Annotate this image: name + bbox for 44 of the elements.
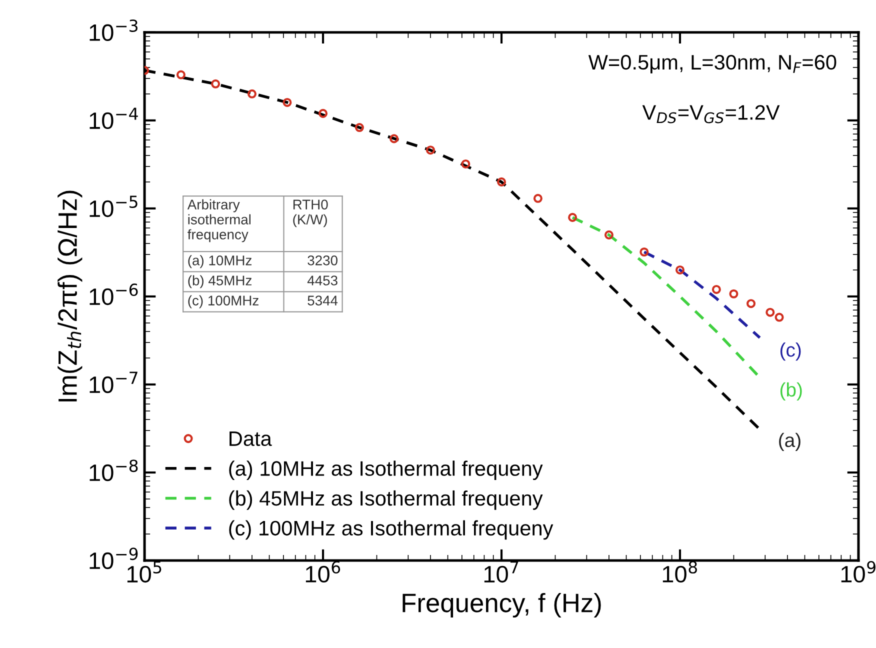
legend-label: Data bbox=[230, 432, 272, 446]
point bbox=[604, 230, 614, 240]
point bbox=[282, 98, 292, 107]
point bbox=[712, 284, 721, 294]
legend-label: (a) 10MHz as Isothermal frequeny bbox=[229, 460, 543, 480]
annotation: (a) bbox=[779, 432, 800, 451]
y-tick-label: 10$^{−6}$ bbox=[90, 284, 138, 306]
y-tick-label: 10$^{−7}$ bbox=[90, 372, 138, 394]
annotation: (b) bbox=[780, 382, 802, 400]
point bbox=[675, 265, 685, 274]
annotation: Arbitrary isothermal frequency bbox=[187, 199, 251, 242]
y-tick-label: 10$^{−8}$ bbox=[90, 460, 138, 482]
annotation: RTH0 (K/W) bbox=[293, 200, 328, 228]
x-tick-label: 10$^{9}$ bbox=[841, 561, 876, 583]
point bbox=[496, 177, 506, 186]
annotation: V$_{DS}$=V$_{GS}$=1.2V bbox=[642, 105, 780, 124]
annotation: (b) 45MHz bbox=[188, 275, 252, 288]
annotation: 5344 bbox=[308, 296, 338, 306]
annotation: W=0.5μm, L=30nm, N$_{F}$=60 bbox=[588, 54, 836, 74]
point bbox=[176, 70, 186, 80]
point bbox=[354, 123, 364, 132]
x-tick-label: 10$^{6}$ bbox=[306, 561, 340, 583]
x-axis-title: Frequency, f (Hz) bbox=[402, 592, 601, 618]
point bbox=[461, 159, 470, 168]
annotation: (a) 10MHz bbox=[188, 255, 252, 268]
annotation: 4453 bbox=[307, 276, 338, 286]
y-tick-label: 10$^{−5}$ bbox=[90, 196, 138, 218]
y-tick-label: 10$^{−4}$ bbox=[90, 108, 138, 130]
point bbox=[390, 134, 399, 144]
point bbox=[568, 212, 578, 222]
point bbox=[247, 89, 257, 98]
annotation: (c) bbox=[780, 342, 801, 361]
y-tick-label: 10$^{−3}$ bbox=[90, 19, 138, 42]
x-tick-label: 10$^{8}$ bbox=[662, 561, 697, 583]
annotation: (c) 100MHz bbox=[188, 295, 258, 308]
legend-label: (b) 45MHz as Isothermal frequeny bbox=[229, 490, 543, 510]
point bbox=[426, 146, 435, 155]
y-axis-title: Im(Z$_{th}$/2πf) (Ω/Hz) bbox=[58, 190, 82, 402]
point bbox=[640, 247, 649, 257]
point bbox=[318, 108, 328, 118]
legend-label: (c) 100MHz as Isothermal frequeny bbox=[229, 520, 554, 540]
point bbox=[533, 194, 542, 203]
point bbox=[211, 79, 220, 88]
annotation: 3230 bbox=[308, 255, 338, 266]
